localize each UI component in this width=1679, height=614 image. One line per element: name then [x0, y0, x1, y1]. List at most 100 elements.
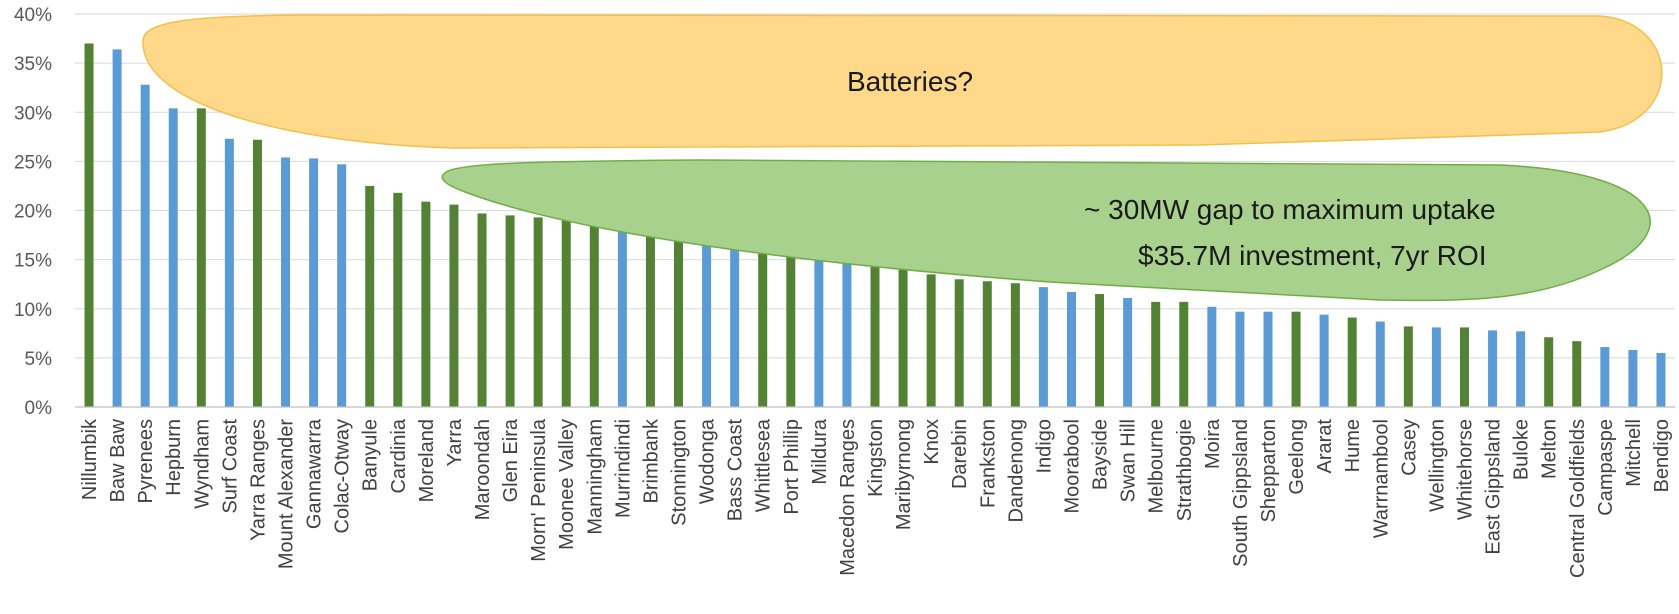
bar [1319, 314, 1329, 407]
bar [533, 217, 543, 407]
bar [926, 274, 936, 407]
bar [1431, 327, 1441, 407]
x-tick-label: Swan Hill [1118, 419, 1140, 502]
x-tick-label: Maribyrnong [893, 419, 915, 530]
bar [337, 164, 347, 407]
bar [1628, 350, 1638, 407]
bar [1600, 347, 1610, 407]
y-tick-label: 30% [14, 103, 52, 124]
x-tick-label: Warrnambool [1370, 419, 1392, 538]
x-tick-label: Surf Coast [219, 419, 241, 514]
x-tick-label: Bayside [1090, 419, 1112, 490]
bar [589, 222, 599, 407]
gap-callout-shape [441, 159, 1651, 302]
bar [814, 247, 824, 407]
y-tick-label: 35% [14, 54, 52, 75]
bar [112, 49, 122, 408]
x-tick-label: Kingston [865, 419, 887, 497]
bar [1544, 337, 1554, 407]
bar [1572, 341, 1582, 407]
bar [505, 215, 515, 407]
x-tick-label: Brimbank [640, 418, 662, 503]
bar [1263, 311, 1273, 407]
bar [1010, 283, 1020, 407]
bar [898, 264, 908, 407]
x-tick-label: Moorabool [1061, 419, 1083, 514]
x-tick-label: Manningham [584, 419, 606, 535]
bar [982, 281, 992, 407]
x-tick-label: Bendigo [1651, 419, 1673, 492]
batteries-annotation: Batteries? [142, 14, 1663, 149]
bar [281, 157, 291, 407]
x-tick-label: Whitehorse [1454, 419, 1476, 520]
bar [224, 138, 234, 407]
x-tick-label: Colac-Otway [332, 419, 354, 533]
x-tick-label: Mitchell [1623, 419, 1645, 487]
x-axis-labels: Nillumbik Baw Baw Pyrenees Hepburn Wyndham Su… [79, 418, 1673, 578]
bar [561, 218, 571, 407]
bar [730, 232, 740, 407]
bar [1403, 326, 1413, 407]
bar [1459, 327, 1469, 407]
x-tick-label: Wellington [1426, 419, 1448, 512]
bar [1179, 301, 1189, 407]
x-tick-label: Murrindindi [612, 419, 634, 518]
x-tick-label: Campaspe [1595, 419, 1617, 516]
y-tick-label: 40% [14, 5, 52, 26]
y-tick-label: 25% [14, 152, 52, 173]
batteries-callout-shape [142, 14, 1663, 149]
bar [1235, 311, 1245, 407]
bar [786, 234, 796, 407]
x-tick-label: Mildura [809, 418, 831, 484]
bar [140, 84, 150, 408]
y-tick-label: 15% [14, 251, 52, 272]
bar [1375, 321, 1385, 407]
bar [1123, 297, 1133, 407]
x-tick-label: Yarra Ranges [247, 419, 269, 541]
x-tick-label: Morn' Peninsula [528, 418, 550, 562]
x-tick-label: Glen Eira [500, 418, 522, 502]
x-tick-label: Nillumbik [79, 418, 101, 500]
bar [954, 279, 964, 407]
x-tick-label: Hepburn [163, 419, 185, 496]
bar [870, 256, 880, 407]
bar [168, 108, 178, 407]
y-tick-label: 5% [25, 349, 53, 370]
x-tick-label: Macedon Ranges [837, 419, 859, 576]
x-tick-label: Stonnington [669, 419, 691, 526]
x-tick-label: Whittlesea [753, 418, 775, 512]
x-tick-label: Moonee Valley [556, 419, 578, 550]
x-tick-label: Cardinia [388, 418, 410, 493]
bar [449, 204, 459, 407]
bar [252, 139, 262, 407]
x-tick-label: Frankston [977, 419, 999, 508]
bar [758, 232, 768, 407]
bar [477, 213, 487, 407]
bar [393, 192, 403, 407]
x-tick-label: Wyndham [191, 419, 213, 509]
x-tick-label: Strathbogie [1174, 419, 1196, 521]
bar [309, 158, 319, 407]
x-tick-label: Shepparton [1258, 419, 1280, 522]
bar [1656, 352, 1666, 407]
bar [1066, 292, 1076, 407]
bar [1516, 331, 1526, 407]
bar [674, 227, 684, 407]
x-tick-label: Dandenong [1005, 419, 1027, 522]
bar [1488, 330, 1498, 407]
gap-annotation: ~ 30MW gap to maximum uptake $35.7M inve… [441, 159, 1651, 302]
bar [702, 230, 712, 407]
x-tick-label: South Gippsland [1230, 419, 1252, 567]
bar [365, 185, 375, 407]
x-tick-label: Bass Coast [725, 419, 747, 522]
bar [1347, 317, 1357, 407]
x-tick-label: Casey [1398, 419, 1420, 476]
gap-callout-line-2: $35.7M investment, 7yr ROI [1138, 240, 1487, 271]
x-tick-label: Buloke [1511, 419, 1533, 480]
batteries-callout-text: Batteries? [847, 66, 973, 97]
x-tick-label: Indigo [1033, 419, 1055, 474]
bar [84, 43, 94, 407]
x-tick-label: Wodonga [697, 418, 719, 504]
y-tick-label: 0% [25, 398, 53, 419]
